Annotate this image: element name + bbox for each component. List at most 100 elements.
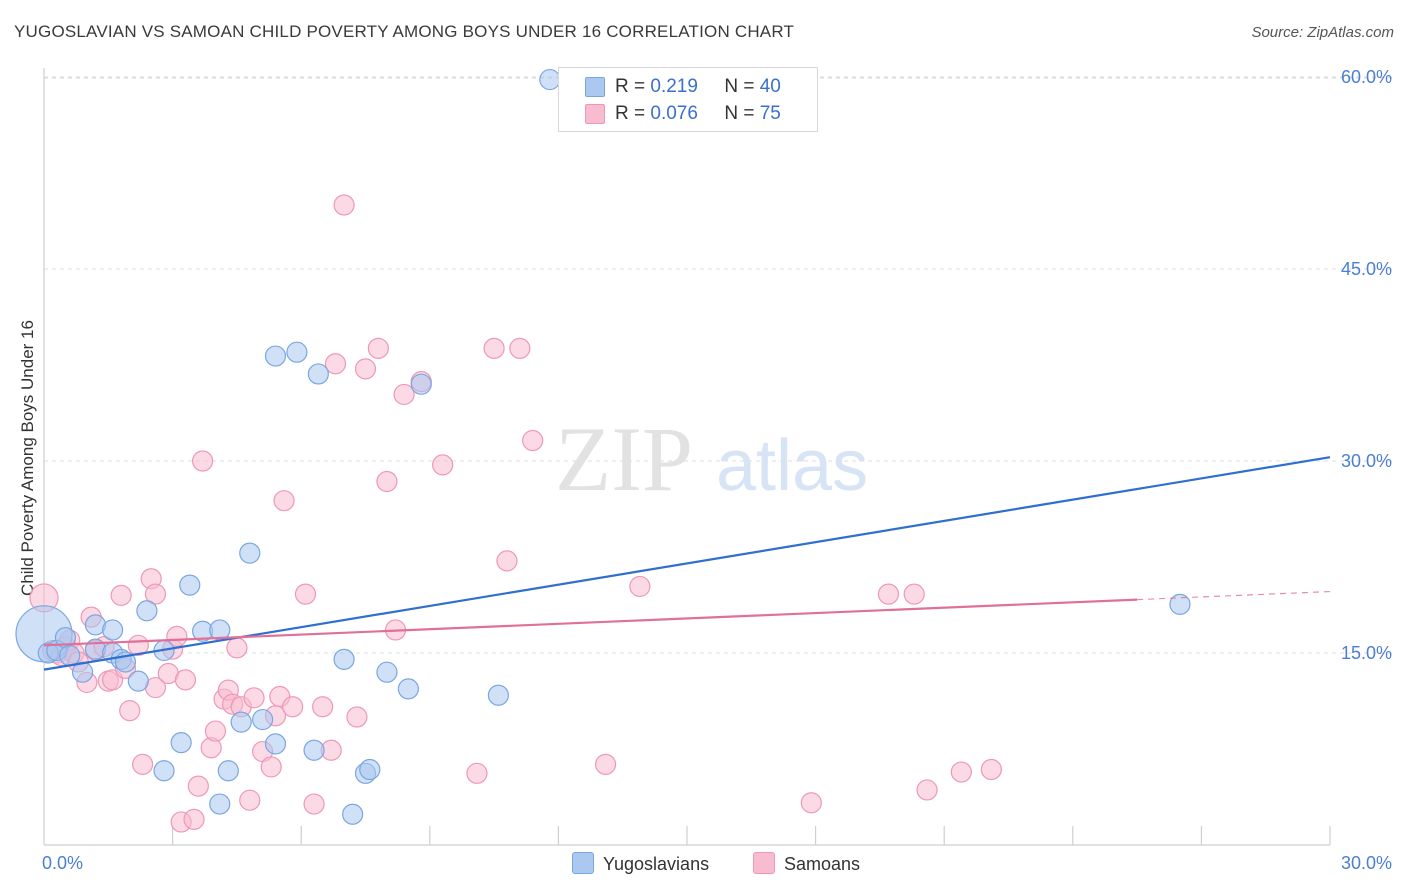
samoan-point xyxy=(916,779,938,801)
samoan-point xyxy=(483,337,505,359)
yugoslavian-point xyxy=(209,793,231,815)
yugoslavian-point xyxy=(127,670,149,692)
samoan-point xyxy=(144,583,167,605)
samoan-point xyxy=(226,637,248,659)
y-tick-label: 30.0% xyxy=(1341,451,1392,471)
legend-swatch-yugoslavians xyxy=(585,77,605,97)
bottom-legend-samoans: Samoans xyxy=(753,852,860,875)
axes xyxy=(43,68,1331,846)
samoan-point xyxy=(346,706,368,728)
samoan-point xyxy=(303,793,325,815)
yugoslavian-point xyxy=(101,619,124,641)
yugoslavian-point xyxy=(539,68,561,91)
samoan-point xyxy=(903,583,925,605)
legend-n-label: N = xyxy=(724,103,760,124)
yugoslavian-point xyxy=(170,731,192,754)
samoan-point xyxy=(333,194,355,216)
yugoslavian-point xyxy=(333,648,355,671)
yugoslavian-point xyxy=(286,341,308,363)
samoan-point xyxy=(509,337,531,359)
yugoslavian-point xyxy=(264,345,287,367)
samoan-point xyxy=(294,583,317,605)
yugoslavian-point xyxy=(376,661,398,683)
watermark-zip: ZIP xyxy=(555,408,693,510)
legend-r-label: R = xyxy=(615,76,651,97)
yugoslavian-point xyxy=(1169,593,1191,615)
bottom-legend-yugoslavians: Yugoslavians xyxy=(572,852,709,875)
samoan-point xyxy=(496,550,518,572)
yugoslavian-point xyxy=(342,803,364,825)
samoan-point xyxy=(119,699,141,722)
samoan-point xyxy=(376,470,398,493)
watermark-atlas: atlas xyxy=(716,426,868,506)
samoan-point xyxy=(110,584,132,607)
samoan-point xyxy=(131,753,154,775)
yugoslavian-point xyxy=(136,600,158,622)
samoan-point xyxy=(800,792,822,814)
yugoslavian-point xyxy=(239,542,261,564)
yugoslavian-point xyxy=(397,678,419,700)
samoan-point xyxy=(354,358,377,380)
samoan-point xyxy=(183,808,205,831)
yugoslavian-point xyxy=(153,760,175,782)
legend: R = 0.219 N = 40 R = 0.076 N = 75 xyxy=(558,67,818,132)
bottom-legend-label-yugoslavians: Yugoslavians xyxy=(603,854,710,874)
legend-n-value: 75 xyxy=(759,103,781,124)
yugoslavian-point xyxy=(59,644,81,667)
yugoslavian-point xyxy=(264,733,287,755)
y-tick-label: 60.0% xyxy=(1341,67,1392,87)
samoan-point xyxy=(432,454,454,476)
legend-r-value: 0.219 xyxy=(650,76,698,97)
samoan-point xyxy=(174,669,197,691)
bottom-legend-label-samoans: Samoans xyxy=(784,854,861,874)
trend-lines xyxy=(43,456,1331,671)
samoan-point xyxy=(522,429,544,452)
samoan-point xyxy=(273,490,295,512)
yugoslavian-point xyxy=(252,708,274,731)
samoan-point xyxy=(950,761,972,783)
trend-line-samoans-extension xyxy=(1137,590,1331,601)
x-tick-label: 30.0% xyxy=(1341,853,1392,873)
samoan-point xyxy=(594,753,617,775)
samoan-point xyxy=(282,696,304,718)
yugoslavian-point xyxy=(410,373,432,395)
source-label: Source: ZipAtlas.com xyxy=(1251,24,1394,41)
samoan-point xyxy=(324,353,347,375)
samoan-point xyxy=(312,696,334,718)
yugoslavian-point xyxy=(179,574,201,596)
samoan-point xyxy=(629,575,651,598)
watermark: ZIP atlas xyxy=(555,408,868,510)
samoan-point xyxy=(192,450,214,472)
x-tick-label: 0.0% xyxy=(42,853,83,873)
gridlines xyxy=(44,76,1392,654)
legend-swatch-samoans xyxy=(585,104,605,124)
samoan-point xyxy=(367,337,389,359)
legend-r-value: 0.076 xyxy=(650,103,698,124)
samoan-point xyxy=(260,756,282,778)
samoan-point xyxy=(877,583,900,605)
samoan-point xyxy=(204,720,227,742)
samoan-point xyxy=(166,625,188,647)
data-points xyxy=(15,68,1191,833)
samoan-point xyxy=(393,383,415,406)
samoan-point xyxy=(243,687,265,709)
yugoslavian-point xyxy=(230,711,252,733)
trend-line-samoans xyxy=(43,598,1138,647)
yugoslavian-point xyxy=(217,760,239,782)
yugoslavian-point xyxy=(359,758,381,781)
samoan-point xyxy=(466,762,488,784)
trend-line-yugoslavians xyxy=(43,456,1331,671)
samoan-point xyxy=(980,758,1002,781)
y-tick-label: 15.0% xyxy=(1341,643,1392,663)
bottom-legend-swatch-samoans xyxy=(753,852,775,874)
samoan-point xyxy=(239,789,261,811)
y-tick-label: 45.0% xyxy=(1341,259,1392,279)
chart-title: YUGOSLAVIAN VS SAMOAN CHILD POVERTY AMON… xyxy=(14,22,795,41)
y-tick-labels: 15.0% 30.0% 45.0% 60.0% xyxy=(1341,67,1392,663)
x-tick-labels: 0.0% 30.0% xyxy=(42,853,1392,873)
legend-n-label: N = xyxy=(724,76,760,97)
yugoslavian-point xyxy=(303,739,325,761)
legend-n-value: 40 xyxy=(759,76,781,97)
samoan-point xyxy=(187,775,209,797)
